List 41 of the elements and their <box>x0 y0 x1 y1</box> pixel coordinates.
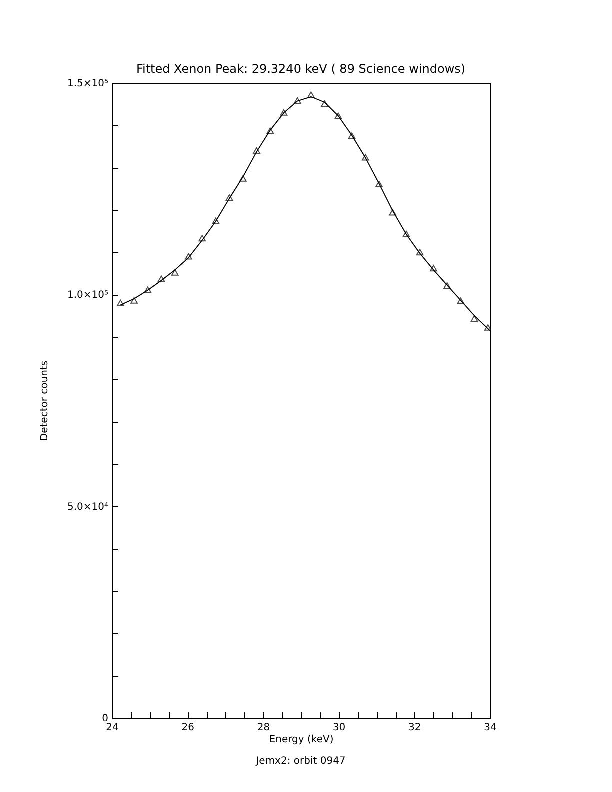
point <box>402 230 410 238</box>
x-tick-label: 28 <box>257 722 270 734</box>
point <box>171 269 179 276</box>
point <box>334 112 342 120</box>
point <box>117 300 124 306</box>
point <box>308 92 315 98</box>
point <box>226 194 234 201</box>
point <box>416 249 424 256</box>
point <box>444 282 451 290</box>
point <box>212 218 220 224</box>
text: Jemx2: orbit 0947 <box>255 756 346 767</box>
point <box>389 209 397 216</box>
point <box>294 98 302 104</box>
point <box>130 297 138 304</box>
point <box>240 175 247 182</box>
x-tick-label: 32 <box>408 722 422 734</box>
point <box>348 132 356 140</box>
point <box>253 147 260 154</box>
point <box>144 286 152 294</box>
point <box>158 276 166 282</box>
point <box>321 100 328 107</box>
point <box>266 128 274 134</box>
point <box>185 253 192 260</box>
x-tick-label: 30 <box>332 722 346 734</box>
point <box>430 265 438 272</box>
point <box>470 316 478 322</box>
y-tick-label: 1.0×10⁵ <box>67 290 108 302</box>
chart-title: Fitted Xenon Peak: 29.3240 keV ( 89 Science windows) <box>136 62 466 76</box>
y-tick-label: 0 <box>102 714 108 724</box>
point <box>280 109 288 116</box>
y-axis-title: Detector counts <box>39 360 50 442</box>
point <box>376 180 383 188</box>
x-tick-label: 24 <box>106 722 119 734</box>
x-axis-title: Energy (keV) <box>269 734 334 746</box>
point <box>457 298 465 304</box>
x-tick-label: 26 <box>182 722 194 734</box>
point <box>198 235 206 242</box>
y-tick-label: 5.0×10⁴ <box>67 502 108 513</box>
x-tick-label: 34 <box>484 722 497 734</box>
y-tick-label: 1.5×10⁵ <box>67 78 108 90</box>
point <box>362 154 370 161</box>
